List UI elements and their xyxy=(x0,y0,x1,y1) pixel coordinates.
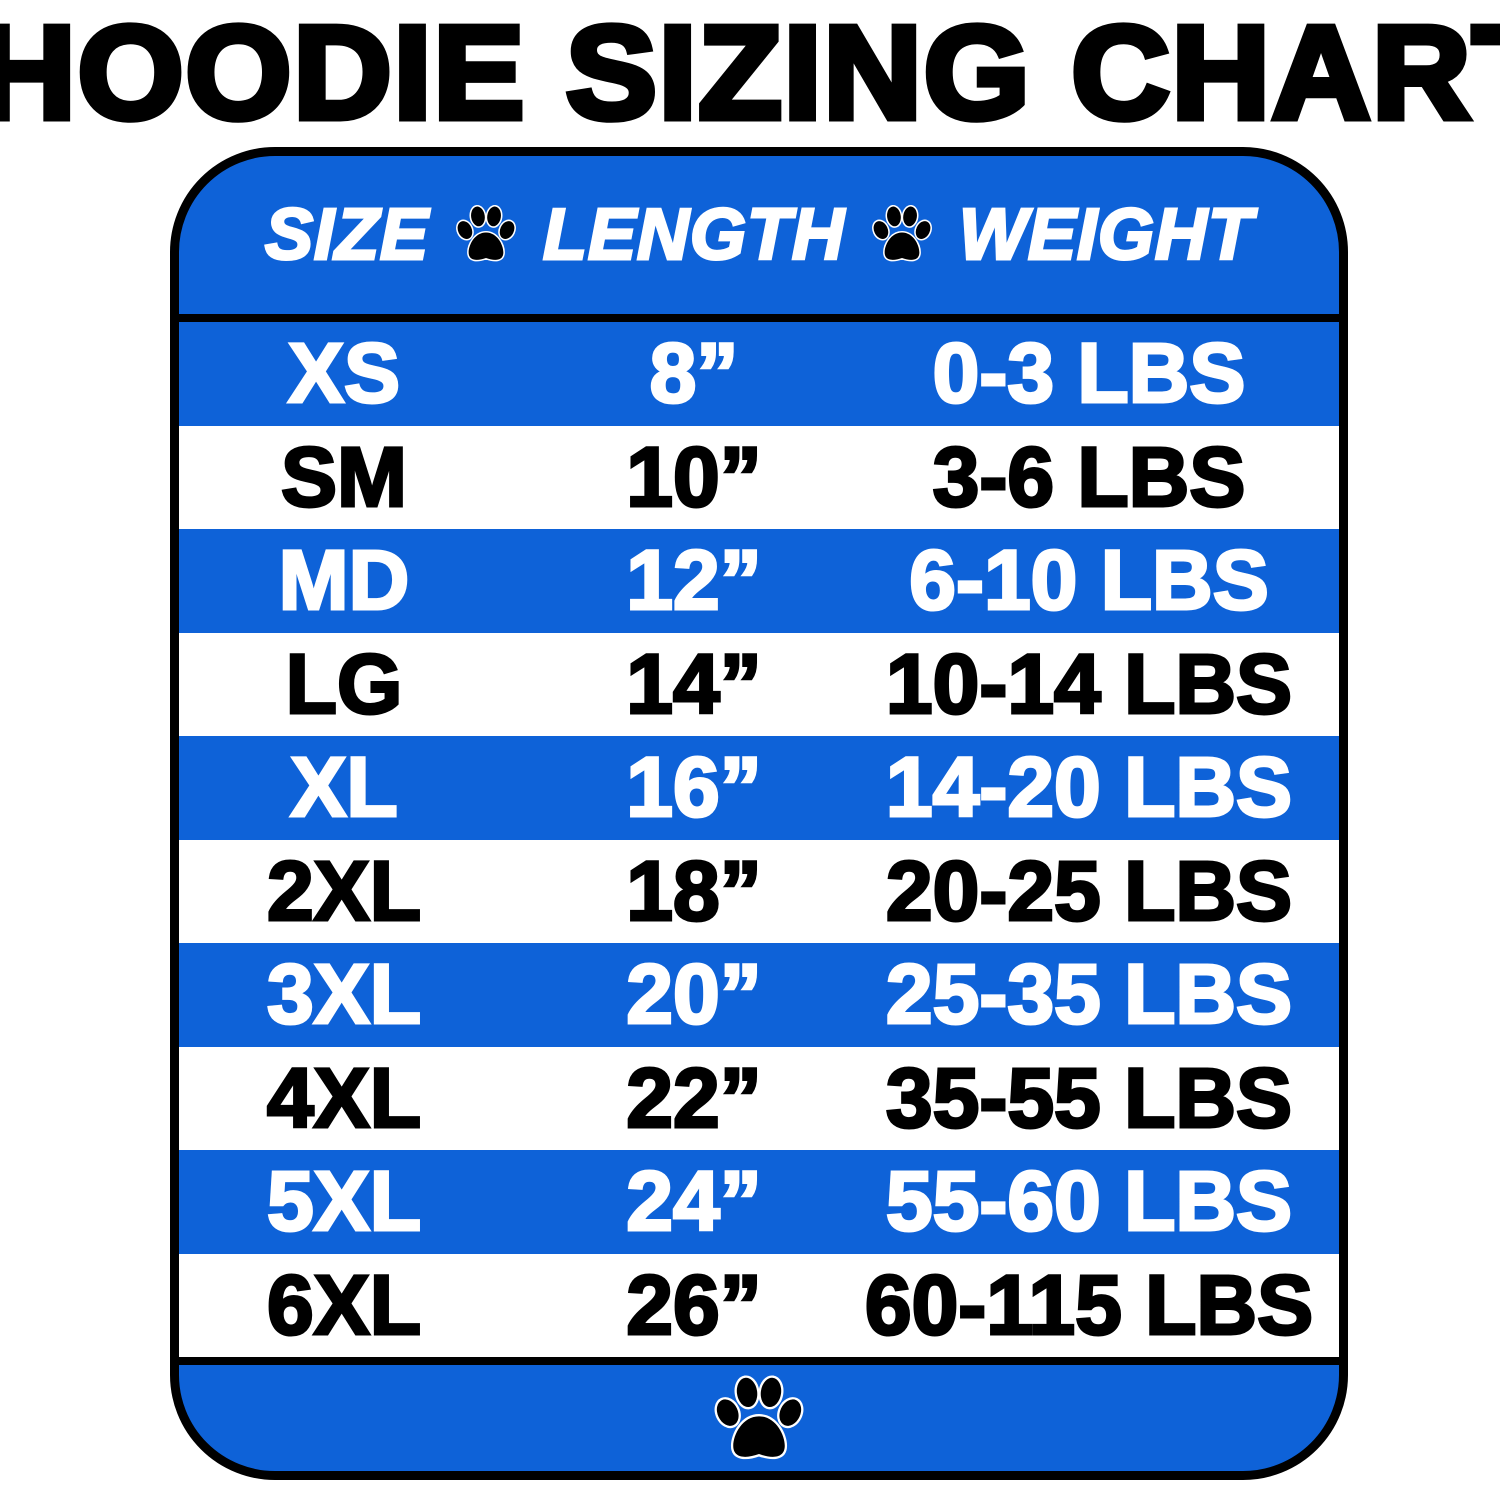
size-cell: SM xyxy=(280,428,409,525)
table-row: 3XL 20” 25-35 LBS xyxy=(179,943,1339,1047)
length-cell: 10” xyxy=(625,428,763,525)
page-title: HOODIE SIZING CHART xyxy=(0,0,1500,146)
size-cell: LG xyxy=(284,635,404,732)
size-cell: 3XL xyxy=(265,946,422,1043)
weight-cell: 20-25 LBS xyxy=(884,842,1293,939)
table-row: 2XL 18” 20-25 LBS xyxy=(179,839,1339,943)
table-row: XL 16” 14-20 LBS xyxy=(179,736,1339,840)
size-cell: MD xyxy=(277,532,411,629)
weight-cell: 25-35 LBS xyxy=(884,946,1293,1043)
table-row: SM 10” 3-6 LBS xyxy=(179,425,1339,529)
table-body: XS 8” 0-3 LBS SM 10” 3-6 LBS MD 12” 6-10 LBS LG 14… xyxy=(179,322,1339,1357)
size-cell: 2XL xyxy=(265,842,422,939)
table-row: 5XL 24” 55-60 LBS xyxy=(179,1150,1339,1254)
size-cell: XS xyxy=(286,325,401,422)
weight-cell: 60-115 LBS xyxy=(863,1256,1314,1353)
size-cell: XL xyxy=(289,739,399,836)
table-row: 4XL 22” 35-55 LBS xyxy=(179,1046,1339,1150)
weight-cell: 3-6 LBS xyxy=(931,428,1247,525)
length-cell: 26” xyxy=(625,1256,763,1353)
table-row: XS 8” 0-3 LBS xyxy=(179,322,1339,426)
weight-cell: 0-3 LBS xyxy=(931,325,1247,422)
weight-cell: 55-60 LBS xyxy=(884,1153,1293,1250)
paw-print-icon xyxy=(871,204,933,266)
size-cell: 5XL xyxy=(265,1153,422,1250)
header-size: SIZE xyxy=(263,194,430,277)
table-footer xyxy=(179,1365,1339,1471)
size-cell: 6XL xyxy=(265,1256,422,1353)
length-cell: 18” xyxy=(625,842,763,939)
weight-cell: 14-20 LBS xyxy=(884,739,1293,836)
sizing-table: SIZE LENGTH WEIGHT XS 8” 0-3 LBS SM 10” 3-6 L… xyxy=(170,147,1348,1480)
header-weight: WEIGHT xyxy=(958,194,1254,277)
length-cell: 24” xyxy=(625,1153,763,1250)
table-row: MD 12” 6-10 LBS xyxy=(179,529,1339,633)
paw-print-icon xyxy=(455,204,517,266)
weight-cell: 35-55 LBS xyxy=(884,1049,1293,1146)
table-row: LG 14” 10-14 LBS xyxy=(179,632,1339,736)
length-cell: 20” xyxy=(625,946,763,1043)
paw-print-icon xyxy=(713,1374,805,1466)
length-cell: 16” xyxy=(625,739,763,836)
divider xyxy=(179,314,1339,322)
table-header: SIZE LENGTH WEIGHT xyxy=(179,156,1339,314)
table-row: 6XL 26” 60-115 LBS xyxy=(179,1253,1339,1357)
header-length: LENGTH xyxy=(542,194,846,277)
length-cell: 8” xyxy=(648,325,740,422)
weight-cell: 10-14 LBS xyxy=(884,635,1293,732)
weight-cell: 6-10 LBS xyxy=(908,532,1270,629)
size-cell: 4XL xyxy=(265,1049,422,1146)
length-cell: 22” xyxy=(625,1049,763,1146)
divider xyxy=(179,1357,1339,1365)
length-cell: 12” xyxy=(625,532,763,629)
length-cell: 14” xyxy=(625,635,763,732)
